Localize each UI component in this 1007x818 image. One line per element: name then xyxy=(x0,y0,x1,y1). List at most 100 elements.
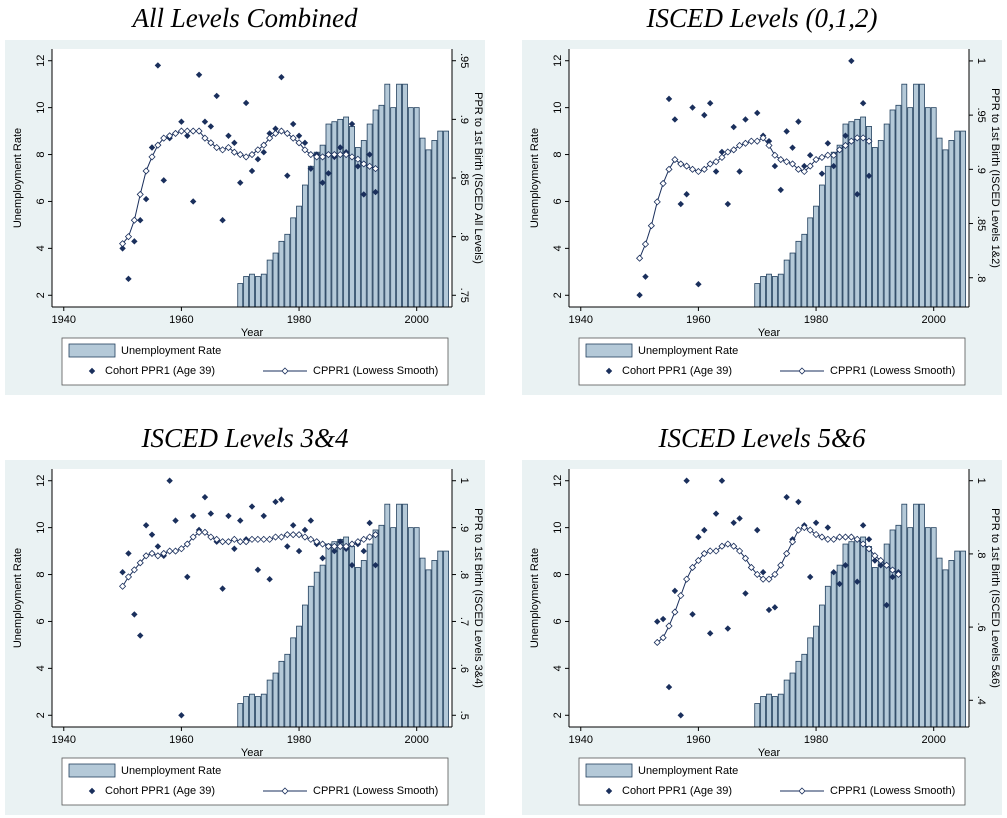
x-tick-label: 1960 xyxy=(686,734,710,746)
line-marker xyxy=(718,153,726,161)
y-tick-label: 4 xyxy=(35,245,47,251)
line-marker xyxy=(260,141,268,149)
line-marker xyxy=(295,139,303,147)
bar xyxy=(883,543,890,728)
bar xyxy=(384,503,391,728)
line-marker xyxy=(718,542,726,550)
bar xyxy=(237,283,244,308)
bar xyxy=(819,184,825,308)
chart-title: All Levels Combined xyxy=(131,3,358,33)
bar xyxy=(901,503,908,728)
x-tick-label: 1960 xyxy=(686,314,710,326)
y2-tick-label: .5 xyxy=(458,711,470,720)
line-marker xyxy=(160,134,168,142)
line-marker xyxy=(677,160,685,168)
scatter-point xyxy=(148,144,156,151)
bar xyxy=(783,259,790,308)
legend-swatch xyxy=(605,367,613,375)
line-marker xyxy=(853,535,861,543)
scatter-point xyxy=(125,275,132,283)
x-tick-label: 1940 xyxy=(569,314,593,326)
bar xyxy=(296,625,302,728)
line-marker xyxy=(130,566,138,574)
scatter-point xyxy=(372,188,379,196)
line-marker xyxy=(812,530,820,539)
legend-label: Unemployment Rate xyxy=(121,345,221,357)
line-marker xyxy=(865,137,873,145)
scatter-point xyxy=(166,477,173,484)
bar xyxy=(407,107,414,308)
bar xyxy=(913,503,919,728)
line-marker xyxy=(336,150,344,159)
y-tick-label: 8 xyxy=(552,151,564,157)
panel: All Levels Combined 1940 1960 1980 2000 2 4 6 8 1… xyxy=(5,3,485,395)
line-marker xyxy=(201,134,209,142)
bar xyxy=(936,557,943,728)
scatter-point xyxy=(795,498,802,506)
y-tick-label: 8 xyxy=(552,571,564,577)
bar xyxy=(331,541,338,728)
line-marker xyxy=(824,151,832,159)
line-marker xyxy=(759,134,767,142)
line-marker xyxy=(360,535,368,543)
line-marker xyxy=(266,134,274,142)
y2-tick-label: .8 xyxy=(458,232,470,241)
scatter-point xyxy=(865,172,873,180)
legend-swatch xyxy=(798,367,806,375)
y2-tick-label: .85 xyxy=(975,216,987,231)
bar xyxy=(866,126,872,308)
y-tick-label: 6 xyxy=(35,618,47,624)
bar xyxy=(354,567,361,728)
scatter-point xyxy=(137,217,144,224)
line-marker xyxy=(271,533,280,541)
line-marker xyxy=(336,542,344,550)
x-tick-label: 1940 xyxy=(52,734,76,746)
bar xyxy=(243,276,250,308)
bar xyxy=(789,672,796,728)
legend-label: CPPR1 (Lowess Smooth) xyxy=(313,785,438,797)
bar xyxy=(296,205,302,308)
y-tick-label: 10 xyxy=(552,102,564,114)
line-marker xyxy=(818,153,826,161)
scatter-point xyxy=(131,238,138,245)
line-marker xyxy=(836,146,844,154)
line-marker xyxy=(348,540,356,548)
line-marker xyxy=(189,127,197,135)
line-marker xyxy=(219,538,227,546)
line-marker xyxy=(747,137,755,145)
y-axis-label: Unemployment Rate xyxy=(12,548,24,648)
y2-tick-label: .95 xyxy=(975,107,987,122)
bar xyxy=(260,693,267,728)
line-marker xyxy=(641,240,650,248)
legend-label: Cohort PPR1 (Age 39) xyxy=(622,365,732,377)
y2-tick-label: 1 xyxy=(975,58,987,64)
scatter-point xyxy=(319,179,326,186)
bar xyxy=(948,560,955,728)
scatter-point xyxy=(325,170,332,177)
bar xyxy=(842,543,849,728)
scatter-point xyxy=(677,712,684,719)
line-marker xyxy=(812,156,820,164)
line-marker xyxy=(213,143,221,152)
line-marker xyxy=(154,141,162,149)
line-marker xyxy=(242,538,250,546)
bar xyxy=(754,283,761,308)
line-marker xyxy=(207,533,215,541)
line-marker xyxy=(248,535,256,543)
bar xyxy=(425,149,432,308)
bar xyxy=(337,538,344,728)
bar xyxy=(942,149,949,308)
line-marker xyxy=(841,141,850,150)
legend-swatch xyxy=(605,787,613,795)
y-tick-label: 8 xyxy=(35,151,47,157)
line-marker xyxy=(788,160,797,168)
legend-swatch xyxy=(798,787,806,795)
line-marker xyxy=(119,240,127,248)
line-marker xyxy=(688,563,697,572)
line-marker xyxy=(360,160,368,168)
bar xyxy=(407,527,414,728)
line-marker xyxy=(771,570,779,578)
bar xyxy=(349,546,355,728)
line-marker xyxy=(171,129,180,138)
y2-axis-label: PPR to 1st Birth (ISCED Levels 5&6) xyxy=(989,508,1001,688)
